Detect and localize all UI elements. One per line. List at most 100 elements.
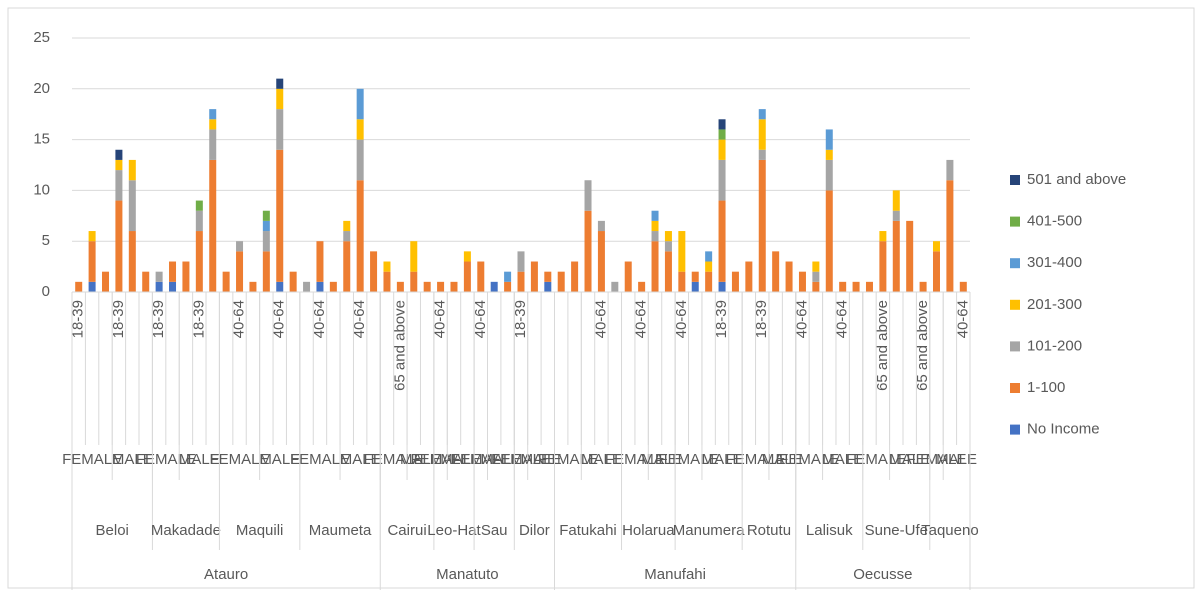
bar-segment	[946, 180, 954, 292]
bar-segment	[410, 271, 418, 292]
district-label: Manatuto	[436, 566, 499, 583]
bar-segment	[758, 159, 766, 292]
sex-label: MALE	[702, 451, 743, 468]
bar-segment	[718, 200, 726, 282]
bar-segment	[423, 281, 431, 292]
subdistrict-label: Sau	[481, 522, 508, 539]
sex-label: FEMALE	[538, 451, 598, 468]
x-tick-label: 40-64	[432, 300, 449, 338]
bar-segment	[664, 241, 672, 252]
bar-segment	[785, 261, 793, 292]
legend-swatch	[1010, 299, 1020, 310]
bar-segment	[557, 271, 565, 292]
x-tick-label: 40-64	[633, 300, 650, 338]
bar-segment	[195, 200, 203, 211]
bar-segment	[236, 241, 244, 252]
bar-segment	[865, 281, 873, 292]
y-tick-label: 0	[42, 283, 50, 300]
y-tick-label: 25	[33, 29, 50, 46]
bar-segment	[678, 271, 686, 292]
bar-segment	[678, 231, 686, 272]
bar-segment	[222, 271, 230, 292]
bar-segment	[88, 281, 96, 292]
legend-label: 501 and above	[1027, 171, 1126, 188]
legend-swatch	[1010, 424, 1020, 435]
bar-segment	[262, 251, 270, 292]
subdistrict-label: Cairui	[387, 522, 426, 539]
bar-segment	[839, 281, 847, 292]
bar-segment	[303, 281, 311, 292]
x-tick-label: 40-64	[673, 300, 690, 338]
legend-swatch	[1010, 341, 1020, 352]
subdistrict-label: Beloi	[96, 522, 129, 539]
sex-label: FEMALE	[779, 451, 839, 468]
bar-segment	[825, 190, 833, 292]
x-tick-label: 65 and above	[874, 300, 891, 391]
sex-label: FEMALE	[491, 451, 551, 468]
x-tick-label: 18-39	[70, 300, 87, 338]
legend-swatch	[1010, 383, 1020, 393]
bar-segment	[651, 231, 659, 242]
bar-segment	[128, 231, 136, 292]
bar-segment	[718, 281, 726, 292]
x-tick-label: 40-64	[834, 300, 851, 338]
sex-label: MALE	[521, 451, 562, 468]
legend-swatch	[1010, 175, 1020, 185]
sex-label: FEMALE	[451, 451, 511, 468]
sex-label: FEMALE	[846, 451, 906, 468]
sex-label: FEMALE	[411, 451, 471, 468]
chart-border	[7, 7, 1195, 589]
bar-segment	[772, 251, 780, 292]
subdistrict-label: Dilor	[519, 522, 550, 539]
bar-segment	[370, 251, 378, 292]
bar-segment	[584, 180, 592, 211]
bar-segment	[504, 281, 512, 292]
sex-label: MALE	[822, 451, 863, 468]
bar-segment	[892, 190, 900, 211]
bar-segment	[236, 251, 244, 292]
bar-segment	[169, 261, 177, 282]
bar-segment	[276, 281, 284, 292]
bar-segment	[664, 251, 672, 292]
bar-segment	[115, 200, 123, 292]
y-tick-label: 5	[42, 232, 50, 249]
x-tick-label: 40-64	[954, 300, 971, 338]
bar-segment	[276, 109, 284, 150]
bar-segment	[812, 261, 820, 272]
bar-segment	[611, 281, 619, 292]
bar-segment	[691, 271, 699, 282]
bar-segment	[316, 241, 324, 282]
x-tick-label: 18-39	[753, 300, 770, 338]
bar-segment	[128, 180, 136, 232]
bar-segment	[705, 251, 713, 262]
sex-label: MALE	[936, 451, 977, 468]
bar-segment	[879, 241, 887, 292]
legend-swatch	[1010, 258, 1020, 269]
bar-segment	[825, 149, 833, 160]
bar-segment	[852, 281, 860, 292]
bar-segment	[517, 271, 525, 292]
bar-segment	[812, 281, 820, 292]
bar-segment	[718, 159, 726, 201]
sex-label: MALE	[259, 451, 300, 468]
bar-segment	[691, 281, 699, 292]
bar-segment	[490, 281, 498, 292]
bar-segment	[383, 261, 391, 272]
sex-label: FEMALE	[605, 451, 665, 468]
legend-label: 1-100	[1027, 379, 1065, 396]
bar-segment	[745, 261, 753, 292]
bar-segment	[195, 210, 203, 232]
sex-label: FEMALE	[210, 451, 270, 468]
bar-segment	[169, 281, 177, 292]
bar-segment	[946, 159, 954, 181]
bar-segment	[343, 231, 351, 242]
bar-segment	[102, 271, 110, 292]
bar-segment	[892, 210, 900, 221]
subdistrict-label: Taqueno	[921, 522, 979, 539]
sex-label: MALE	[480, 451, 521, 468]
x-tick-label: 18-39	[190, 300, 207, 338]
bar-segment	[356, 139, 364, 181]
sex-label: MALE	[179, 451, 220, 468]
subdistrict-label: Maquili	[236, 522, 284, 539]
